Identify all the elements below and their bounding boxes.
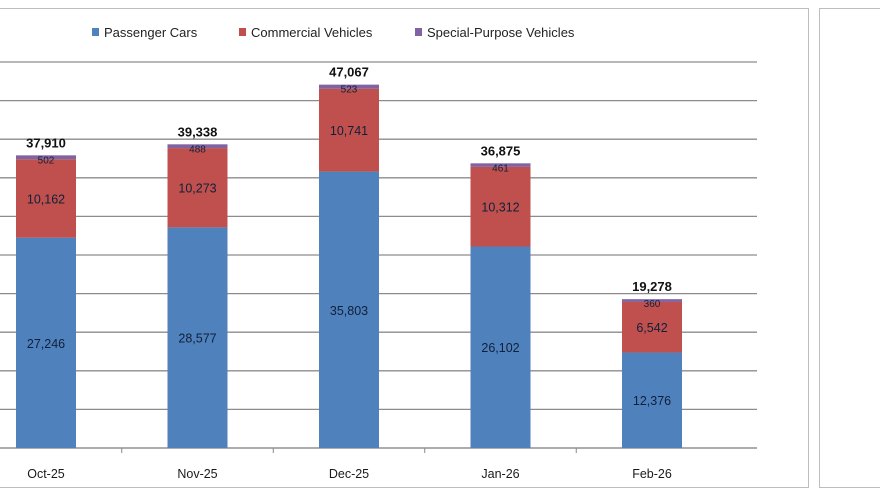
legend-label: Special-Purpose Vehicles [427, 25, 575, 40]
data-label: 10,162 [27, 192, 65, 206]
bar-segment-special-purpose-vehicles-Dec-25 [319, 84, 379, 89]
data-label: 26,102 [481, 341, 519, 355]
bar-segment-special-purpose-vehicles-Jan-26 [470, 163, 531, 167]
legend-label: Passenger Cars [104, 25, 198, 40]
total-label: 37,910 [26, 135, 66, 150]
data-label: 360 [644, 299, 661, 310]
bar-segment-passenger-cars-Nov-25 [167, 227, 228, 448]
labels: 27,246 10,162 502 37,910 Oct-25 28,577 10,273 4… [26, 65, 672, 481]
bar-segment-commercial-vehicles-Dec-25 [319, 88, 379, 172]
legend: Passenger Cars Commercial Vehicles Special… [92, 25, 575, 40]
legend-swatch [239, 28, 246, 36]
data-label: 6,542 [636, 321, 667, 335]
total-label: 36,875 [481, 143, 521, 158]
bar-segment-commercial-vehicles-Nov-25 [167, 148, 228, 228]
x-tick-label: Feb-26 [632, 467, 672, 481]
chart-frame [0, 8, 809, 488]
bar-segment-special-purpose-vehicles-Oct-25 [16, 155, 76, 160]
data-label: 502 [38, 155, 55, 166]
data-label: 523 [341, 85, 358, 96]
total-label: 47,067 [329, 65, 369, 80]
total-label: 39,338 [178, 124, 218, 139]
data-label: 10,312 [481, 201, 519, 215]
bar-segment-special-purpose-vehicles-Nov-25 [167, 144, 228, 149]
data-label: 28,577 [178, 332, 216, 346]
x-tick-label: Oct-25 [27, 467, 65, 481]
bar-segment-commercial-vehicles-Feb-26 [622, 301, 682, 353]
bar-segment-special-purpose-vehicles-Feb-26 [622, 299, 682, 302]
data-label: 12,376 [633, 394, 671, 408]
data-label: 10,273 [178, 182, 216, 196]
x-tick-label: Jan-26 [481, 467, 519, 481]
data-label: 35,803 [330, 304, 368, 318]
bars [16, 84, 682, 449]
legend-label: Commercial Vehicles [251, 25, 373, 40]
bar-segment-passenger-cars-Dec-25 [319, 171, 379, 449]
data-label: 488 [189, 144, 206, 155]
bar-segment-commercial-vehicles-Oct-25 [16, 159, 76, 238]
legend-swatch [415, 28, 422, 36]
bar-segment-passenger-cars-Feb-26 [622, 352, 682, 448]
bar-segment-passenger-cars-Oct-25 [16, 237, 76, 448]
x-tick-label: Nov-25 [177, 467, 217, 481]
data-label: 461 [492, 163, 509, 174]
legend-swatch [92, 28, 99, 36]
x-tick-label: Dec-25 [329, 467, 369, 481]
bar-segment-passenger-cars-Jan-26 [470, 246, 531, 448]
bar-segment-commercial-vehicles-Jan-26 [470, 166, 531, 247]
total-label: 19,278 [632, 279, 672, 294]
side-panel [819, 8, 880, 488]
data-label: 10,741 [330, 124, 368, 138]
data-label: 27,246 [27, 337, 65, 351]
